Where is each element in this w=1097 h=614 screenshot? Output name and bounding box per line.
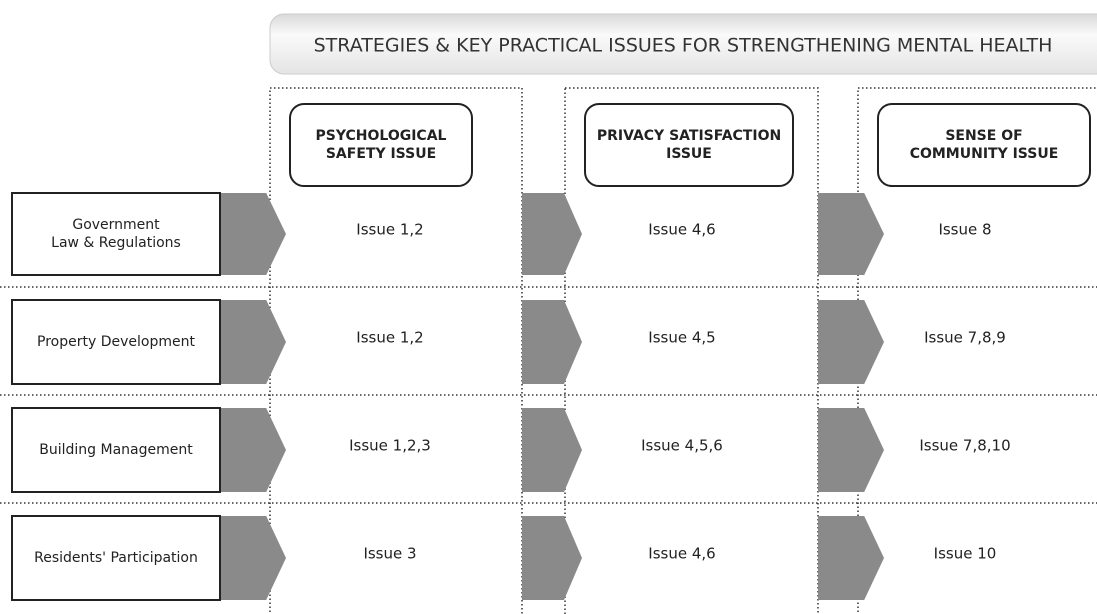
column-header-box: [584, 103, 794, 187]
row-label-line: Law & Regulations: [51, 235, 181, 251]
cell: Issue 1,2: [356, 221, 423, 239]
arrow: [522, 408, 582, 492]
column-header-line: COMMUNITY ISSUE: [910, 146, 1059, 162]
cell: Issue 3: [363, 545, 416, 563]
row-label-line: Government: [72, 217, 160, 233]
column-header-line: ISSUE: [666, 146, 712, 162]
cell: Issue 4,6: [648, 221, 715, 239]
cell: Issue 7,8,10: [919, 437, 1010, 455]
row-label: Government Law & Regulations: [51, 217, 181, 251]
cell: Issue 7,8,9: [924, 329, 1006, 347]
cell: Issue 1,2: [356, 329, 423, 347]
row-label: Building Management: [39, 442, 193, 458]
arrow: [220, 193, 286, 275]
column-header: PRIVACY SATISFACTION ISSUE: [597, 128, 781, 162]
cell: Issue 10: [934, 545, 997, 563]
row-label: Residents' Participation: [34, 550, 198, 566]
arrow: [818, 408, 884, 492]
row-label-box: [11, 515, 221, 601]
title-bar: [269, 13, 1097, 75]
cell: Issue 4,5: [648, 329, 715, 347]
arrow: [818, 516, 884, 600]
arrow: [522, 193, 582, 275]
column-header-line: SAFETY ISSUE: [326, 146, 436, 162]
row-label-box: [11, 192, 221, 276]
column-header-box: [877, 103, 1091, 187]
cell: Issue 4,6: [648, 545, 715, 563]
column-header-line: SENSE OF: [945, 128, 1022, 144]
arrow: [522, 300, 582, 384]
column-header-box: [289, 103, 473, 187]
row-label-line: Property Development: [37, 334, 195, 350]
cell: Issue 1,2,3: [349, 437, 431, 455]
column-header: SENSE OF COMMUNITY ISSUE: [910, 128, 1059, 162]
arrow: [818, 193, 884, 275]
cell: Issue 8: [938, 221, 991, 239]
row-label: Property Development: [37, 334, 195, 350]
arrow: [818, 300, 884, 384]
column-header: PSYCHOLOGICAL SAFETY ISSUE: [316, 128, 447, 162]
arrow: [220, 516, 286, 600]
row-label-line: Building Management: [39, 442, 193, 458]
cell: Issue 4,5,6: [641, 437, 723, 455]
row-label-box: [11, 407, 221, 493]
arrow: [522, 516, 582, 600]
arrow: [220, 300, 286, 384]
column-header-line: PRIVACY SATISFACTION: [597, 128, 781, 144]
row-label-box: [11, 299, 221, 385]
column-header-line: PSYCHOLOGICAL: [316, 128, 447, 144]
title: STRATEGIES & KEY PRACTICAL ISSUES FOR ST…: [314, 35, 1053, 57]
arrow: [220, 408, 286, 492]
row-label-line: Residents' Participation: [34, 550, 198, 566]
